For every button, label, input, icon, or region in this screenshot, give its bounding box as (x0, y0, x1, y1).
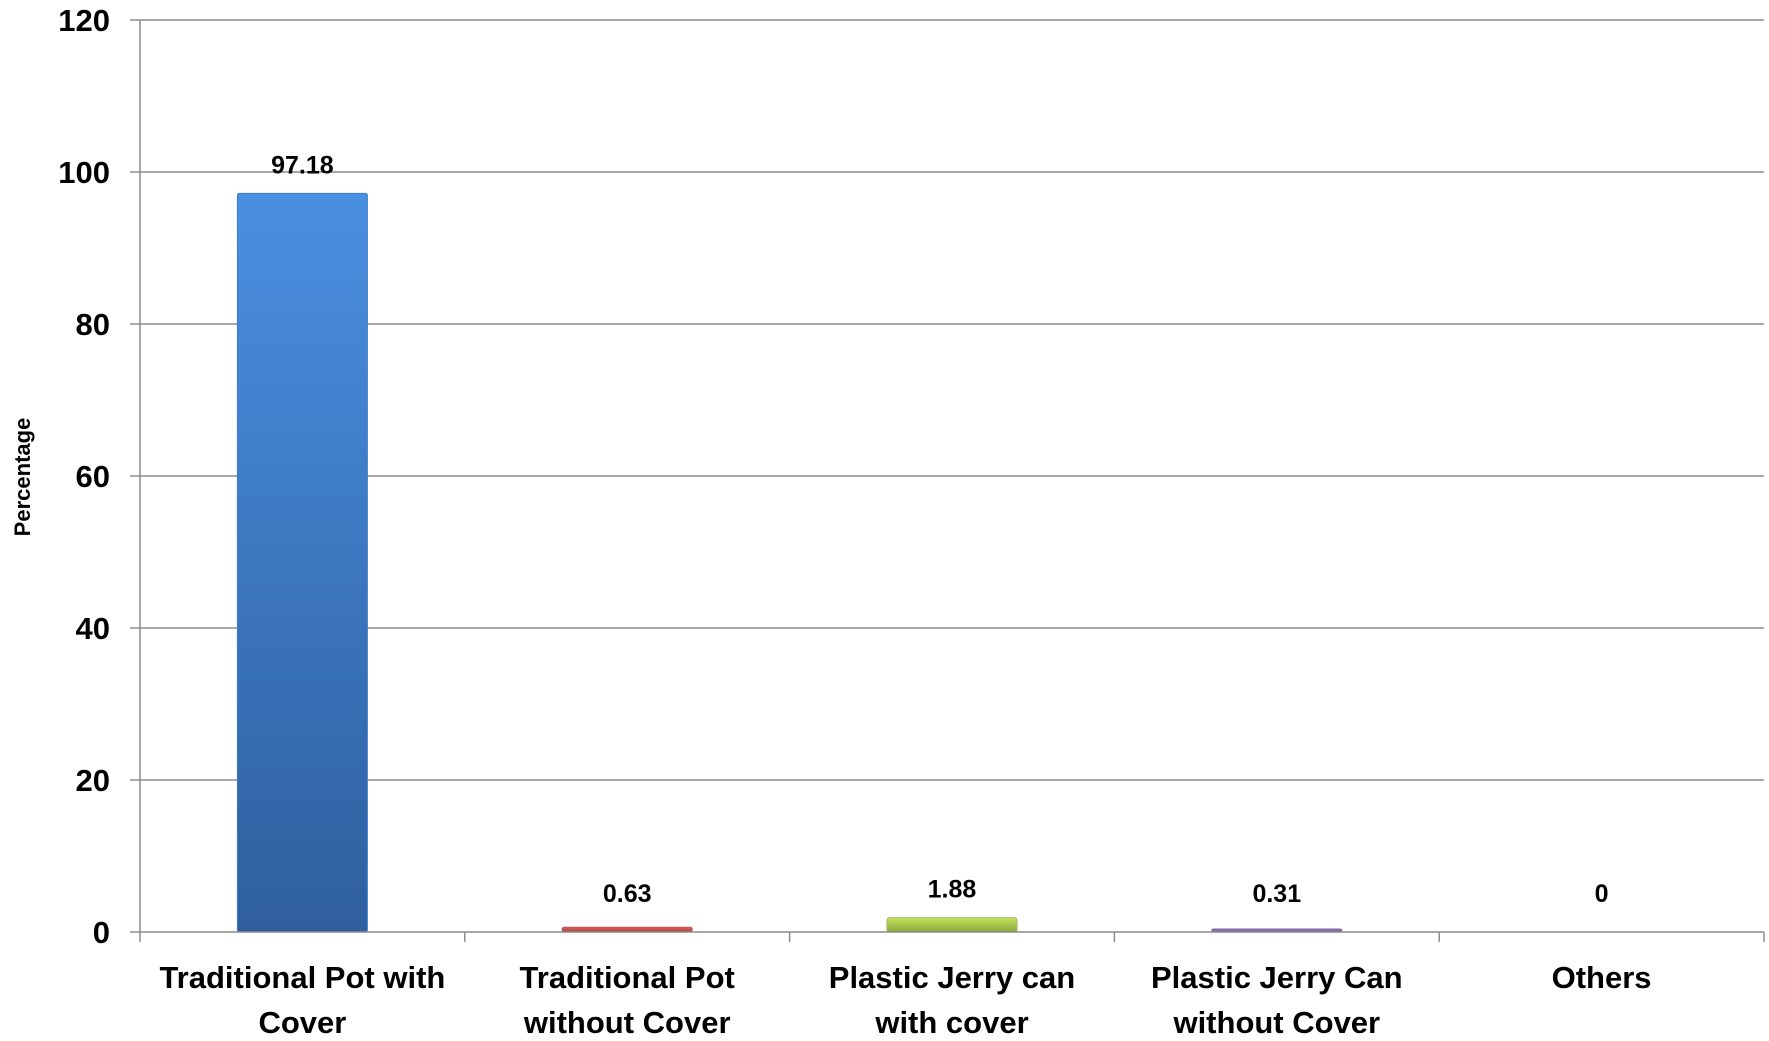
bar (886, 917, 1018, 933)
y-tick-label: 0 (93, 915, 110, 950)
bars (236, 192, 1343, 933)
x-category-label: Traditional Pot with Cover (159, 960, 445, 1040)
data-labels: 97.18 0.63 1.88 0.31 0 (271, 151, 1608, 908)
y-tick-label: 40 (76, 611, 110, 646)
y-tick-label: 120 (58, 3, 110, 38)
y-tick-label: 100 (58, 155, 110, 190)
y-tick-label: 80 (76, 307, 110, 342)
data-label: 0 (1595, 880, 1609, 908)
y-tick-label: 60 (76, 459, 110, 494)
bar (236, 192, 368, 933)
x-category-label: Traditional Pot without Cover (520, 960, 735, 1040)
x-axis-category-labels: Traditional Pot with Cover Traditional Pot… (159, 960, 1651, 1040)
data-label: 97.18 (271, 151, 334, 179)
data-label: 0.63 (603, 880, 652, 908)
data-label: 1.88 (928, 876, 977, 904)
axes (130, 19, 1765, 942)
gridlines (140, 19, 1764, 781)
x-category-label: Others (1552, 960, 1652, 995)
y-axis-tick-labels: 0 20 40 60 80 100 120 (58, 3, 110, 950)
x-category-label: Plastic Jerry Can without Cover (1151, 960, 1403, 1040)
y-axis-title: Percentage (10, 418, 35, 537)
y-tick-label: 20 (76, 763, 110, 798)
x-category-label: Plastic Jerry can with cover (829, 960, 1075, 1040)
data-label: 0.31 (1252, 880, 1301, 908)
